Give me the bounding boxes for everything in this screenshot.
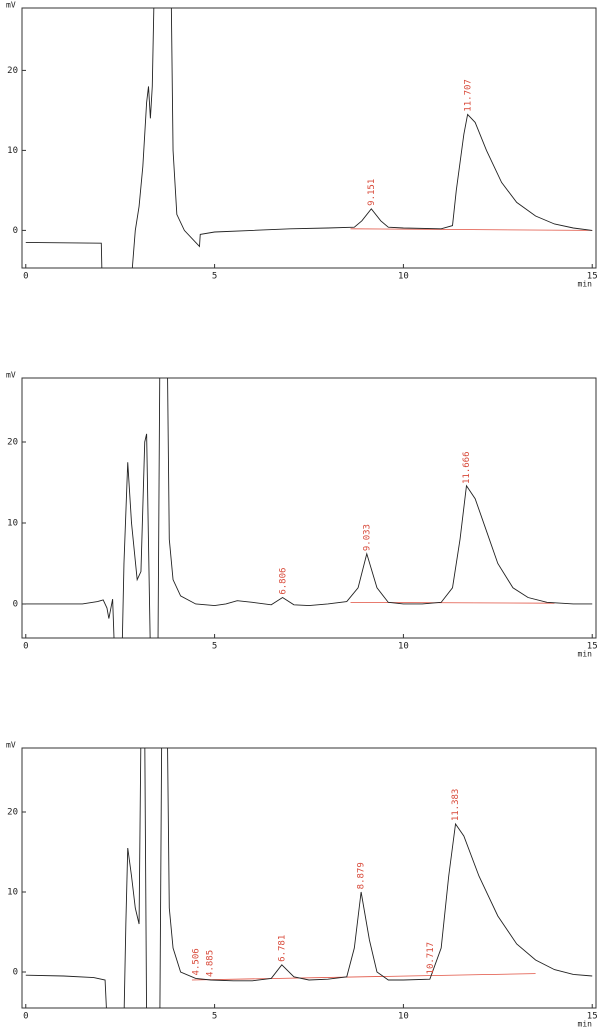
y-tick-label: 0 [13,226,18,236]
x-tick-label: 10 [398,1012,409,1022]
y-axis-label: mV [6,741,16,750]
peak-label: 9.151 [367,179,377,206]
x-tick-label: 10 [398,642,409,652]
integration-baseline [191,973,536,981]
chart-panel: mV min 0 10 20 0 5 10 15 9.151 11.707 [6,1,598,289]
y-tick-label: 20 [7,808,18,818]
signal-trace [25,748,593,1008]
plot-frame [21,747,597,1009]
x-tick-label: 5 [212,272,217,282]
x-tick-label: 0 [23,642,28,652]
peak-label: 8.879 [357,862,367,889]
plot-frame [21,377,597,639]
signal-trace [25,8,593,268]
x-tick-label: 5 [212,642,217,652]
peak-label: 11.666 [462,451,472,484]
y-tick-label: 20 [7,66,18,76]
x-axis-label: min [578,280,593,289]
y-tick-label: 10 [7,888,18,898]
y-tick-label: 10 [7,146,18,156]
signal-trace [25,378,593,638]
y-tick-label: 20 [7,437,18,447]
x-axis-label: min [578,1020,593,1029]
peak-label: 11.383 [451,789,461,822]
x-tick-label: 15 [587,1012,598,1022]
peak-label: 6.806 [278,568,288,595]
peak-label: 9.033 [362,524,372,551]
integration-baseline [350,228,593,231]
x-tick-label: 5 [212,1012,217,1022]
x-axis-label: min [578,650,593,659]
peak-label: 6.781 [277,935,287,962]
plot-frame [21,7,597,269]
peak-label: 11.707 [463,79,473,112]
x-tick-label: 10 [398,272,409,282]
x-tick-label: 15 [587,272,598,282]
y-axis-label: mV [6,1,16,10]
y-tick-label: 0 [13,968,18,978]
integration-baseline [350,601,555,604]
chart-panel: mV min 0 10 20 0 5 10 15 4.506 4.885 6.781 8.879 10.7… [6,741,598,1029]
y-tick-label: 10 [7,518,18,528]
x-tick-label: 15 [587,642,598,652]
y-axis-label: mV [6,371,16,380]
y-tick-label: 0 [13,599,18,609]
peak-label: 10.717 [426,942,436,975]
x-tick-label: 0 [23,1012,28,1022]
x-tick-label: 0 [23,272,28,282]
peak-label: 4.885 [206,950,216,977]
chart-panel: mV min 0 10 20 0 5 10 15 6.806 9.033 11.666 [6,371,598,659]
peak-label: 4.506 [191,948,201,975]
